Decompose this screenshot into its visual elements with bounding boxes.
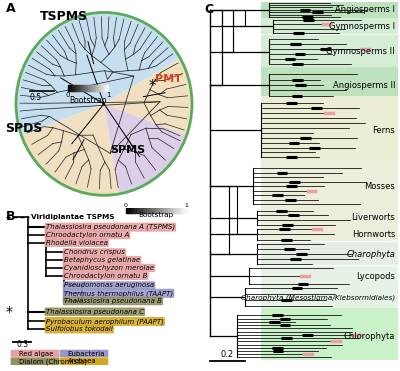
FancyBboxPatch shape [60,350,108,357]
Text: Mosses: Mosses [364,182,395,191]
Text: Thalassiosira pseudonana B: Thalassiosira pseudonana B [64,298,162,304]
Text: Angiosperms I: Angiosperms I [335,5,395,14]
Text: 0: 0 [124,203,128,208]
Bar [261,35,398,67]
Text: Viridiplantae TSPMS: Viridiplantae TSPMS [31,214,115,220]
Text: B: B [6,210,15,223]
Text: Thalassiosira pseudonana C: Thalassiosira pseudonana C [46,309,144,315]
Text: C: C [204,3,213,16]
Bar [261,161,398,208]
Text: Charophyta: Charophyta [346,250,395,259]
Wedge shape [16,13,180,135]
Text: Chlorophyta: Chlorophyta [344,332,395,341]
Text: Liverworts: Liverworts [351,213,395,222]
Text: 0.2: 0.2 [221,350,234,359]
Text: 0.5: 0.5 [30,93,42,102]
Wedge shape [104,104,187,194]
Bar [261,18,398,35]
Text: TSPMS: TSPMS [40,10,88,23]
Text: Archaea: Archaea [68,358,96,364]
Text: 0: 0 [66,92,70,98]
Text: Pseudomonas aeruginosa: Pseudomonas aeruginosa [64,282,154,289]
Text: Gymnosperms II: Gymnosperms II [326,47,395,56]
Text: 1: 1 [106,92,110,98]
Bar [261,2,398,18]
Text: Bootstrap: Bootstrap [138,212,174,218]
Text: Bootstrap: Bootstrap [69,96,107,105]
Text: 0.3: 0.3 [16,340,28,349]
Text: Chroodactylon ornatu B: Chroodactylon ornatu B [64,273,147,279]
Text: Chroodactylon ornatu A: Chroodactylon ornatu A [46,232,129,238]
Text: Betaphycus gelatinae: Betaphycus gelatinae [64,257,140,263]
Text: Lycopods: Lycopods [356,272,395,280]
Text: Dialom (Chromista): Dialom (Chromista) [18,358,86,365]
Text: Hornworts: Hornworts [352,230,395,239]
Wedge shape [104,58,192,135]
FancyBboxPatch shape [11,358,58,364]
Text: Angiosperms II: Angiosperms II [332,81,395,89]
Text: Thermus thermophilus (TAAPT): Thermus thermophilus (TAAPT) [64,290,173,296]
Bar [261,266,398,286]
FancyBboxPatch shape [60,358,108,364]
Text: PMT: PMT [154,74,182,84]
Text: Charophyta (Mesostigma/Klebsormidiales): Charophyta (Mesostigma/Klebsormidiales) [241,294,395,301]
Text: *: * [6,305,13,319]
Bar [261,286,398,308]
Bar [261,209,398,227]
Text: A: A [6,2,16,15]
Bar [261,308,398,360]
Text: Pyrobaculum aerophilum (PAAPT): Pyrobaculum aerophilum (PAAPT) [46,318,164,325]
Wedge shape [21,104,119,195]
FancyBboxPatch shape [11,350,58,357]
Text: 1: 1 [184,203,188,208]
Text: Eubacteria: Eubacteria [68,351,105,357]
Text: Gymnosperms I: Gymnosperms I [329,22,395,31]
Text: Ferns: Ferns [372,126,395,135]
Text: Cyanidioschyzon merolae: Cyanidioschyzon merolae [64,265,154,271]
Text: Rhodella violacea: Rhodella violacea [46,240,108,246]
Bar [261,242,398,265]
Text: SPDS: SPDS [5,122,43,135]
Text: Chondrus crispus: Chondrus crispus [64,249,125,256]
Bar [261,96,398,161]
Text: Sulfolobus tokodaii: Sulfolobus tokodaii [46,326,113,332]
Text: *: * [148,79,156,94]
Text: Red algae: Red algae [18,351,53,357]
Text: Thalassiosira pseudonana A (TSPMS): Thalassiosira pseudonana A (TSPMS) [46,224,175,230]
Text: SPMS: SPMS [110,145,146,155]
Bar [261,67,398,96]
Bar [261,227,398,241]
